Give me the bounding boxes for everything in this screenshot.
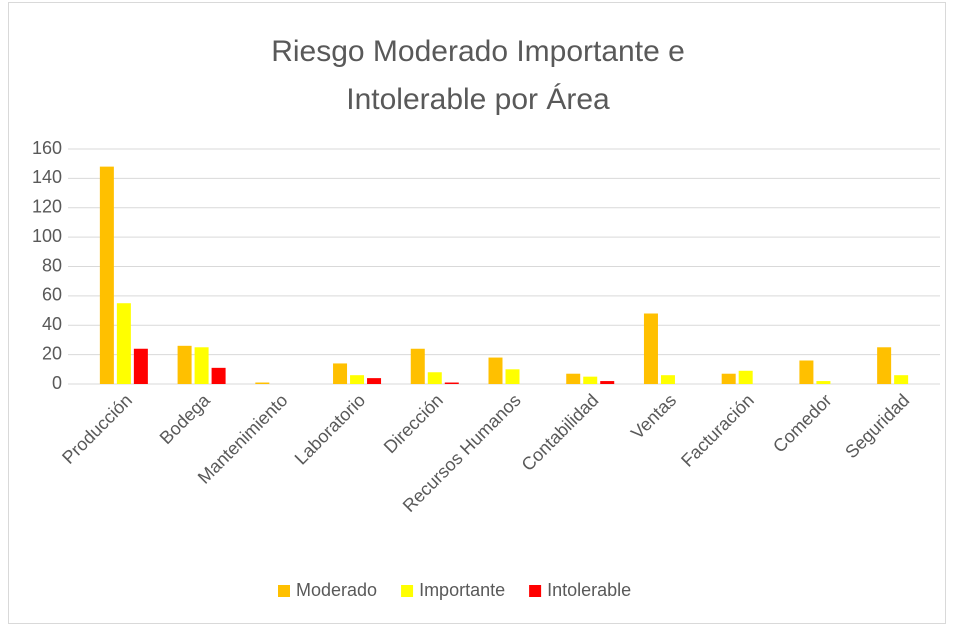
y-tick-label: 100 bbox=[32, 226, 62, 246]
bar bbox=[488, 357, 503, 384]
x-tick-label: Bodega bbox=[156, 389, 215, 448]
legend-swatch bbox=[529, 585, 542, 597]
bar bbox=[583, 376, 598, 384]
bar bbox=[877, 347, 892, 384]
bar bbox=[350, 375, 365, 384]
bar bbox=[660, 375, 675, 384]
bar bbox=[738, 370, 753, 384]
y-tick-label: 20 bbox=[42, 343, 62, 363]
legend-label: Importante bbox=[419, 580, 505, 600]
legend-swatch bbox=[401, 585, 414, 597]
bar bbox=[444, 382, 459, 384]
y-tick-label: 120 bbox=[32, 197, 62, 217]
bar bbox=[721, 373, 736, 384]
bar bbox=[211, 367, 226, 384]
bar bbox=[333, 363, 348, 384]
x-tick-label: Comedor bbox=[769, 390, 835, 456]
y-tick-label: 80 bbox=[42, 255, 62, 275]
x-tick-label: Ventas bbox=[627, 390, 680, 443]
bar bbox=[133, 348, 148, 384]
bar bbox=[255, 382, 270, 384]
legend-label: Intolerable bbox=[547, 580, 631, 600]
bar bbox=[116, 303, 131, 384]
bar bbox=[600, 381, 615, 384]
bar bbox=[410, 348, 425, 384]
x-tick-label: Seguridad bbox=[841, 390, 913, 462]
bar bbox=[177, 345, 192, 384]
bar bbox=[367, 378, 382, 384]
bar bbox=[643, 313, 658, 384]
x-tick-label: Producción bbox=[58, 390, 136, 468]
bar bbox=[566, 373, 581, 384]
chart-border bbox=[8, 2, 946, 624]
legend-label: Moderado bbox=[296, 580, 377, 600]
bar bbox=[505, 369, 520, 384]
chart-title: Riesgo Moderado Importante e Intolerable… bbox=[271, 35, 685, 116]
y-tick-label: 140 bbox=[32, 167, 62, 187]
y-tick-label: 0 bbox=[52, 373, 62, 393]
bar bbox=[427, 372, 442, 384]
bar bbox=[816, 381, 831, 384]
x-tick-label: Dirección bbox=[380, 390, 447, 457]
bar bbox=[799, 360, 814, 384]
y-tick-label: 60 bbox=[42, 285, 62, 305]
y-tick-label: 160 bbox=[32, 138, 62, 158]
bar bbox=[894, 375, 909, 384]
x-tick-label: Facturación bbox=[677, 390, 758, 471]
bar bbox=[194, 347, 209, 384]
legend-swatch bbox=[278, 585, 290, 597]
x-tick-label: Laboratorio bbox=[291, 390, 370, 469]
y-tick-label: 40 bbox=[42, 314, 62, 334]
bar bbox=[99, 166, 114, 384]
x-tick-label: Contabilidad bbox=[518, 390, 603, 475]
